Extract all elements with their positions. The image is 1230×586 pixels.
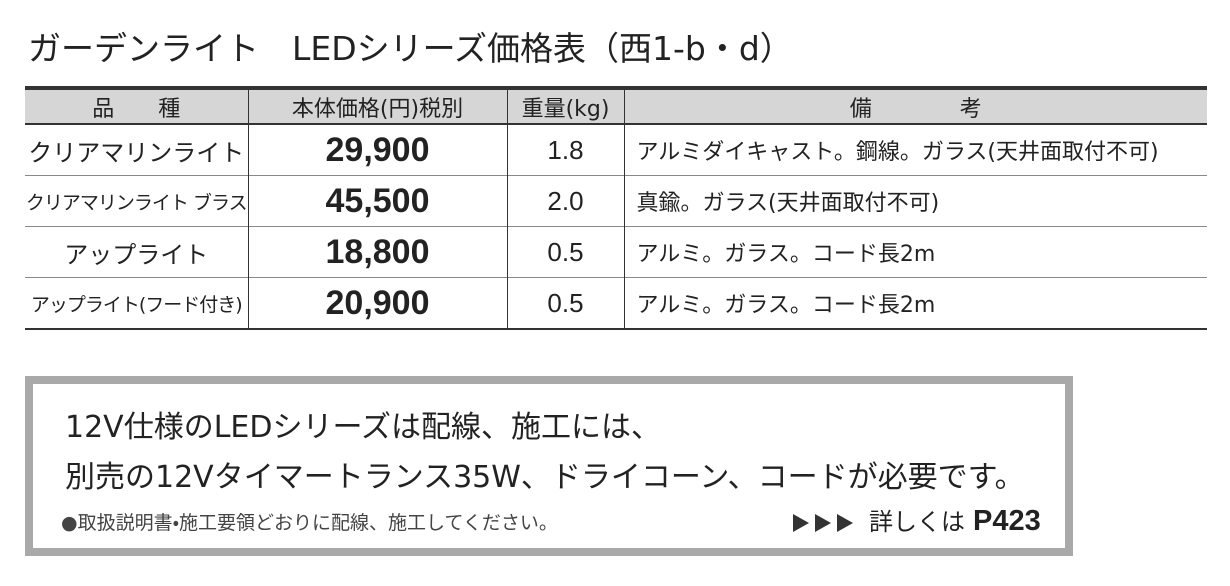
remarks: アルミ。ガラス。コード長2m	[623, 277, 1207, 329]
note-box: 12V仕様のLEDシリーズは配線、施工には、 別売の12Vタイマートランス35W…	[25, 376, 1073, 556]
price: 29,900	[247, 123, 507, 176]
price: 20,900	[247, 277, 507, 329]
table-row: アップライト(フード付き) 20,900 0.5 アルミ。ガラス。コード長2m	[25, 277, 1207, 329]
column-header: 本体価格(円)税別	[247, 88, 507, 125]
remarks: アルミ。ガラス。コード長2m	[623, 226, 1207, 278]
table-row: アップライト 18,800 0.5 アルミ。ガラス。コード長2m	[25, 226, 1207, 278]
product-name: アップライト	[25, 226, 248, 278]
column-header: 備 考	[623, 88, 1207, 125]
product-name: クリアマリンライト ブラス	[25, 175, 248, 227]
table-row: クリアマリンライト ブラス 45,500 2.0 真鍮。ガラス(天井面取付不可)	[25, 175, 1207, 227]
arrow-icon	[793, 514, 853, 532]
header-row: 品 種 本体価格(円)税別 重量(kg) 備 考	[25, 88, 1207, 125]
price-table: 品 種 本体価格(円)税別 重量(kg) 備 考 クリアマリンライト 29,900…	[25, 86, 1207, 330]
remarks: アルミダイキャスト。鋼線。ガラス(天井面取付不可)	[623, 123, 1207, 176]
caution: ●取扱説明書・施工要領どおりに配線、施工してください。	[61, 512, 558, 534]
note-line: 別売の12Vタイマートランス35W、ドライコーン、コードが必要です。	[65, 460, 1025, 495]
reference-page: P423	[973, 505, 1041, 537]
title: ガーデンライト LEDシリーズ価格表（西1-b・d）	[28, 29, 793, 68]
price: 45,500	[247, 175, 507, 227]
table-body: クリアマリンライト 29,900 1.8 アルミダイキャスト。鋼線。ガラス(天井面取付…	[25, 123, 1207, 329]
weight: 2.0	[506, 175, 624, 227]
reference-text: 詳しくは	[869, 508, 965, 536]
table-row: クリアマリンライト 29,900 1.8 アルミダイキャスト。鋼線。ガラス(天井面取付…	[25, 123, 1207, 176]
column-header: 品 種	[25, 88, 248, 125]
note-line: 12V仕様のLEDシリーズは配線、施工には、	[65, 410, 661, 445]
weight: 0.5	[506, 226, 624, 278]
column-header: 重量(kg)	[506, 88, 624, 125]
reference: 詳しくは P423	[869, 502, 1041, 538]
weight: 1.8	[506, 123, 624, 176]
product-name: クリアマリンライト	[25, 123, 248, 176]
weight: 0.5	[506, 277, 624, 329]
remarks: 真鍮。ガラス(天井面取付不可)	[623, 175, 1207, 227]
product-name: アップライト(フード付き)	[25, 277, 248, 329]
price: 18,800	[247, 226, 507, 278]
